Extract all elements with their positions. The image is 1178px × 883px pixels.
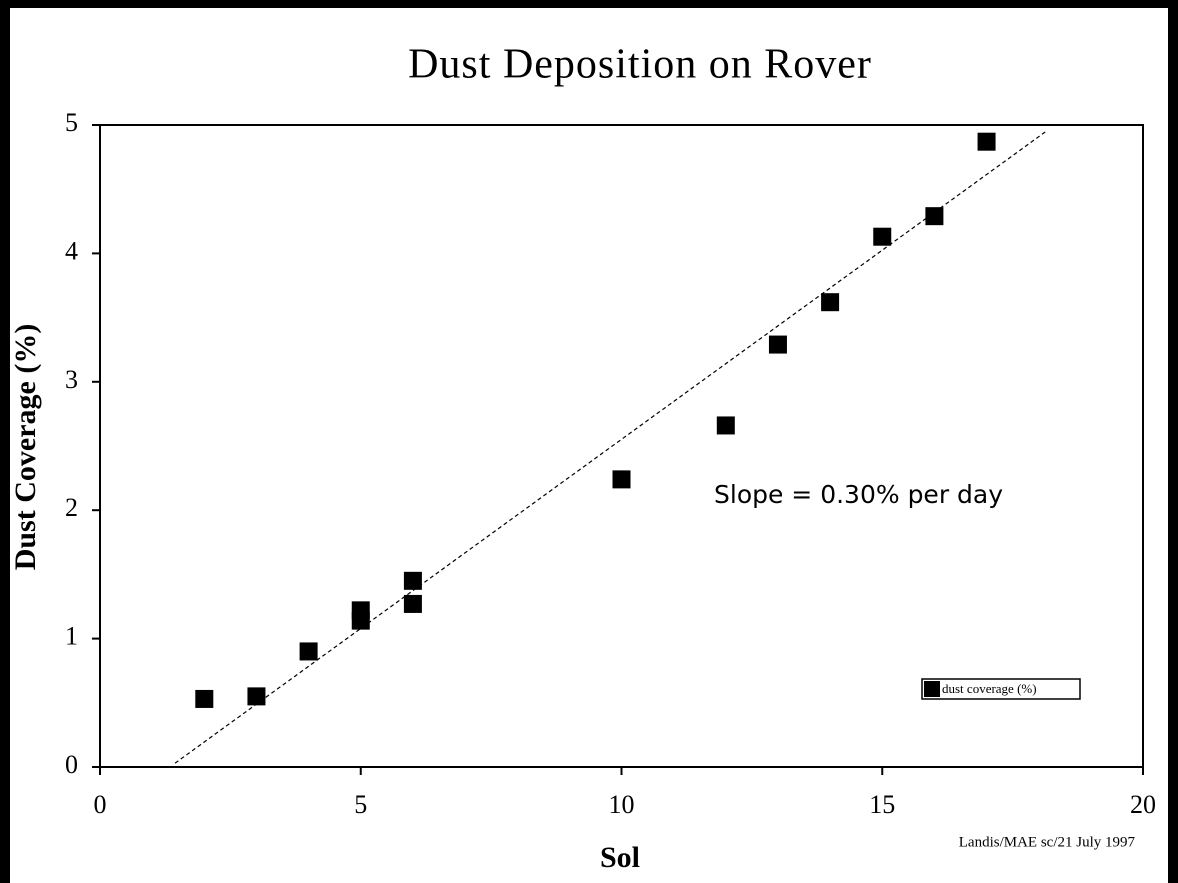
annotation: Slope = 0.30% per day — [714, 480, 1003, 509]
point — [768, 335, 787, 354]
y-tick-label: 5 — [65, 108, 78, 137]
point — [716, 416, 735, 435]
point — [873, 227, 892, 246]
y-axis-title: Dust Coverage (%) — [9, 324, 42, 571]
x-tick-label: 0 — [94, 790, 107, 819]
point — [612, 470, 631, 489]
point — [195, 689, 214, 708]
x-tick-label: 5 — [354, 790, 367, 819]
point — [925, 207, 944, 226]
point — [403, 571, 422, 590]
legend: dust coverage (%) — [921, 678, 1081, 700]
point — [247, 687, 266, 706]
trendline — [174, 130, 1047, 764]
point — [821, 293, 840, 312]
y-tick-label: 1 — [65, 622, 78, 651]
y-tick-label: 0 — [65, 750, 78, 779]
x-tick-label: 10 — [609, 790, 635, 819]
y-tick-label: 3 — [65, 365, 78, 394]
point — [977, 132, 996, 151]
chart-title: Dust Deposition on Rover — [408, 42, 872, 88]
y-tick-label: 2 — [65, 493, 78, 522]
point — [351, 611, 370, 630]
legend-marker — [924, 681, 940, 697]
x-axis-title: Sol — [600, 841, 640, 874]
y-tick-label: 4 — [65, 236, 78, 265]
point — [403, 594, 422, 613]
background — [10, 8, 1168, 883]
x-tick-label: 15 — [869, 790, 895, 819]
x-tick-label: 20 — [1130, 790, 1156, 819]
legend-label: dust coverage (%) — [942, 681, 1037, 696]
legend-box — [921, 678, 1081, 700]
footer: Landis/MAE sc/21 July 1997 — [959, 834, 1136, 850]
point — [299, 642, 318, 661]
